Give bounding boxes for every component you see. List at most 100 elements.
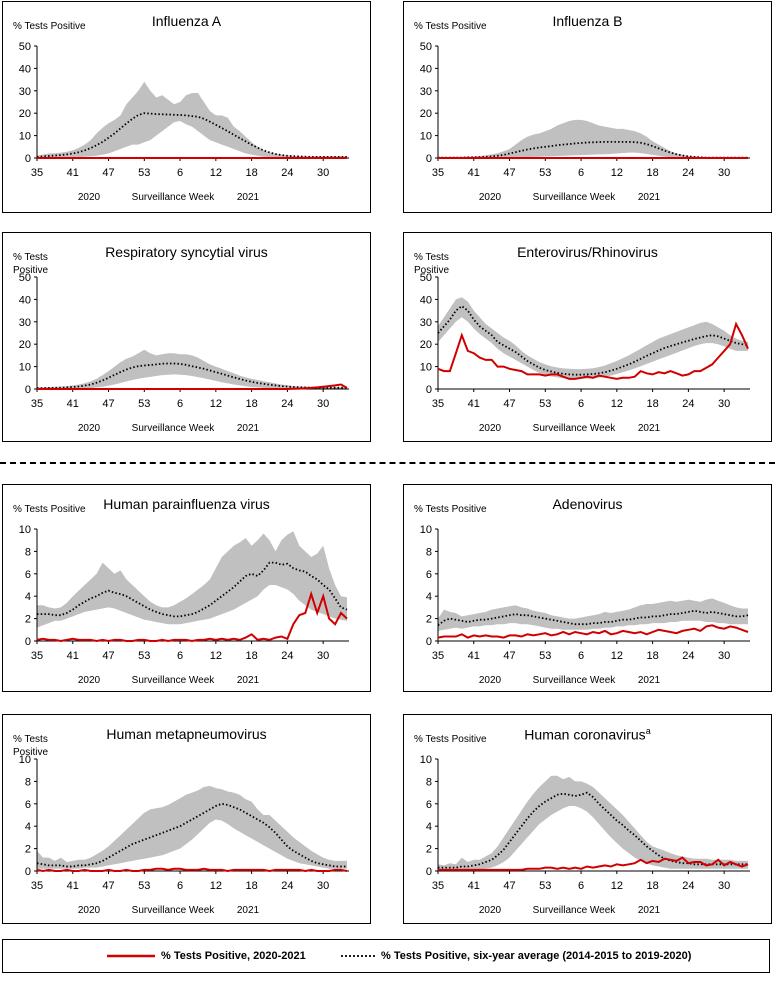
y-tick-label: 10 (19, 131, 31, 143)
y-tick-label: 0 (25, 153, 31, 165)
legend-average-label: % Tests Positive, six-year average (2014… (381, 950, 692, 962)
series-average-line (437, 304, 749, 376)
legend-current-label: % Tests Positive, 2020-2021 (161, 950, 306, 962)
y-tick-label: 2 (25, 614, 31, 626)
y-tick-label: 10 (420, 362, 432, 374)
x-tick-label: 12 (210, 398, 222, 410)
x-tick-label: 53 (539, 650, 551, 662)
y-tick-label: 10 (19, 524, 31, 536)
y-tick-label: 30 (19, 317, 31, 329)
x-tick-label: 18 (646, 167, 658, 179)
x-tick-label: 47 (503, 650, 515, 662)
x-tick-label: 24 (281, 880, 293, 892)
y-tick-label: 6 (426, 569, 432, 581)
x-tick-label: 6 (578, 880, 584, 892)
y-tick-label: 20 (19, 108, 31, 120)
y-tick-label: 50 (420, 41, 432, 53)
y-axis-label: % Tests Positive (414, 252, 450, 276)
range-band (37, 531, 347, 628)
x-tick-label: 18 (245, 880, 257, 892)
chart-title: Enterovirus/Rhinovirus (517, 244, 658, 260)
y-tick-label: 40 (420, 294, 432, 306)
series-average-line (438, 141, 748, 159)
y-tick-label: 10 (420, 754, 432, 766)
chart-title-text: Human coronavirus (524, 726, 646, 743)
y-axis-label: % Tests Positive (13, 734, 49, 758)
x-tick-label: 41 (468, 167, 480, 179)
x-tick-label: 30 (718, 650, 730, 662)
chart-panel-metapneumovirus: % Tests Positive Human metapneumovirus 0… (2, 714, 371, 924)
chart-panel-parainfluenza: % Tests Positive Human parainfluenza vir… (2, 484, 371, 692)
x-tick-label: 18 (646, 398, 658, 410)
chart-title-footnote: a (645, 726, 651, 736)
x-year-2021: 2021 (237, 192, 260, 203)
y-tick-label: 4 (25, 821, 31, 833)
chart-title: Human parainfluenza virus (103, 496, 270, 512)
x-tick-label: 6 (177, 880, 183, 892)
y-tick-label: 10 (420, 524, 432, 536)
series-current-line (438, 856, 749, 871)
x-axis-title: Surveillance Week (132, 192, 216, 203)
y-tick-label: 30 (19, 86, 31, 98)
x-tick-label: 24 (682, 650, 694, 662)
x-tick-label: 30 (317, 398, 329, 410)
x-tick-label: 41 (67, 880, 79, 892)
x-tick-label: 30 (718, 880, 730, 892)
series-current-line (437, 624, 749, 639)
y-tick-label: 0 (426, 636, 432, 648)
range-band (37, 81, 347, 158)
x-year-2020: 2020 (479, 905, 502, 916)
y-tick-label: 10 (19, 754, 31, 766)
y-tick-label: 8 (426, 546, 432, 558)
x-tick-label: 24 (281, 398, 293, 410)
x-year-2021: 2021 (237, 675, 260, 686)
x-year-2020: 2020 (78, 905, 101, 916)
x-tick-label: 35 (432, 880, 444, 892)
y-tick-label: 50 (420, 272, 432, 284)
x-axis-title: Surveillance Week (533, 423, 617, 434)
x-tick-label: 30 (317, 650, 329, 662)
x-tick-label: 6 (177, 167, 183, 179)
y-tick-label: 0 (426, 153, 432, 165)
x-tick-label: 24 (682, 880, 694, 892)
x-tick-label: 53 (539, 880, 551, 892)
chart-title: Human coronavirusa (404, 726, 771, 743)
chart-svg: 0 10 20 30 40 50 35 41 47 53 6 12 18 24 30 2020 Surveill… (19, 41, 349, 203)
x-tick-label: 6 (177, 650, 183, 662)
chart-title: Influenza B (552, 13, 623, 29)
x-year-2020: 2020 (479, 192, 502, 203)
x-tick-label: 6 (578, 650, 584, 662)
chart-svg: 0 10 20 30 40 50 35 41 47 53 6 12 18 24 30 2020 Surveill… (420, 41, 750, 203)
x-tick-label: 6 (578, 167, 584, 179)
y-tick-label: 2 (426, 844, 432, 856)
y-tick-label: 20 (420, 108, 432, 120)
range-band (438, 598, 748, 631)
x-tick-label: 35 (432, 650, 444, 662)
series-current-line (36, 590, 348, 643)
x-axis-title: Surveillance Week (533, 905, 617, 916)
y-axis-label: % Tests Positive (414, 734, 487, 745)
y-axis-label: % Tests Positive (13, 21, 86, 32)
series-average-line (36, 802, 347, 868)
x-tick-label: 18 (646, 880, 658, 892)
legend-swatches (107, 954, 377, 958)
y-tick-label: 6 (426, 799, 432, 811)
x-tick-label: 35 (432, 167, 444, 179)
chart-panel-influenza-b: % Tests Positive Influenza B 0 10 20 30 40 50… (403, 1, 772, 213)
x-tick-label: 18 (646, 650, 658, 662)
y-tick-label: 8 (426, 776, 432, 788)
x-tick-label: 12 (611, 650, 623, 662)
y-tick-label: 50 (19, 41, 31, 53)
x-tick-label: 30 (718, 167, 730, 179)
x-tick-label: 35 (31, 398, 43, 410)
chart-title: Human metapneumovirus (106, 726, 267, 742)
y-tick-label: 2 (426, 614, 432, 626)
y-tick-label: 0 (25, 866, 31, 878)
x-tick-label: 41 (67, 167, 79, 179)
x-tick-label: 53 (138, 398, 150, 410)
x-tick-label: 24 (682, 398, 694, 410)
x-tick-label: 24 (281, 650, 293, 662)
range-band (438, 775, 748, 871)
